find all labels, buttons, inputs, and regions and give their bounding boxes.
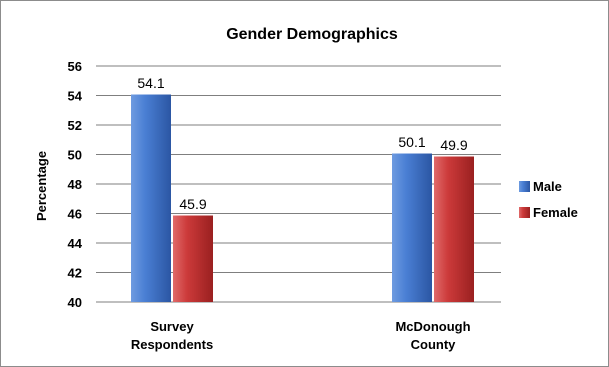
data-labels: 54.1 50.1 45.9 49.9 [137, 75, 467, 212]
legend-swatch-male [519, 181, 530, 192]
y-tick-label: 40 [68, 295, 82, 310]
x-axis-categories: Survey Respondents McDonough County [131, 319, 471, 352]
y-tick-label: 48 [68, 177, 82, 192]
bar-male-0 [131, 94, 171, 303]
category-label: McDonough County [395, 319, 470, 352]
data-label: 54.1 [137, 75, 164, 91]
bars [131, 94, 474, 303]
data-label: 50.1 [398, 134, 425, 150]
y-tick-label: 50 [68, 148, 82, 163]
y-tick-label: 56 [68, 59, 82, 74]
data-label: 49.9 [440, 137, 467, 153]
y-tick-label: 44 [68, 236, 83, 251]
bar-male-1 [392, 153, 432, 302]
legend-swatch-female [519, 207, 530, 218]
y-axis-label: Percentage [34, 151, 49, 221]
y-tick-label: 54 [68, 89, 83, 104]
legend-label-male: Male [533, 179, 562, 194]
chart-title: Gender Demographics [226, 26, 398, 43]
y-axis-ticks: 40 42 44 46 48 50 52 54 56 [68, 59, 83, 310]
category-label: Survey Respondents [131, 319, 213, 352]
bar-female-1 [434, 155, 474, 302]
data-label: 45.9 [179, 196, 206, 212]
y-tick-label: 52 [68, 118, 82, 133]
legend: Male Female [519, 179, 578, 220]
y-tick-label: 42 [68, 266, 82, 281]
bar-female-0 [173, 214, 213, 302]
legend-label-female: Female [533, 205, 578, 220]
y-tick-label: 46 [68, 207, 82, 222]
